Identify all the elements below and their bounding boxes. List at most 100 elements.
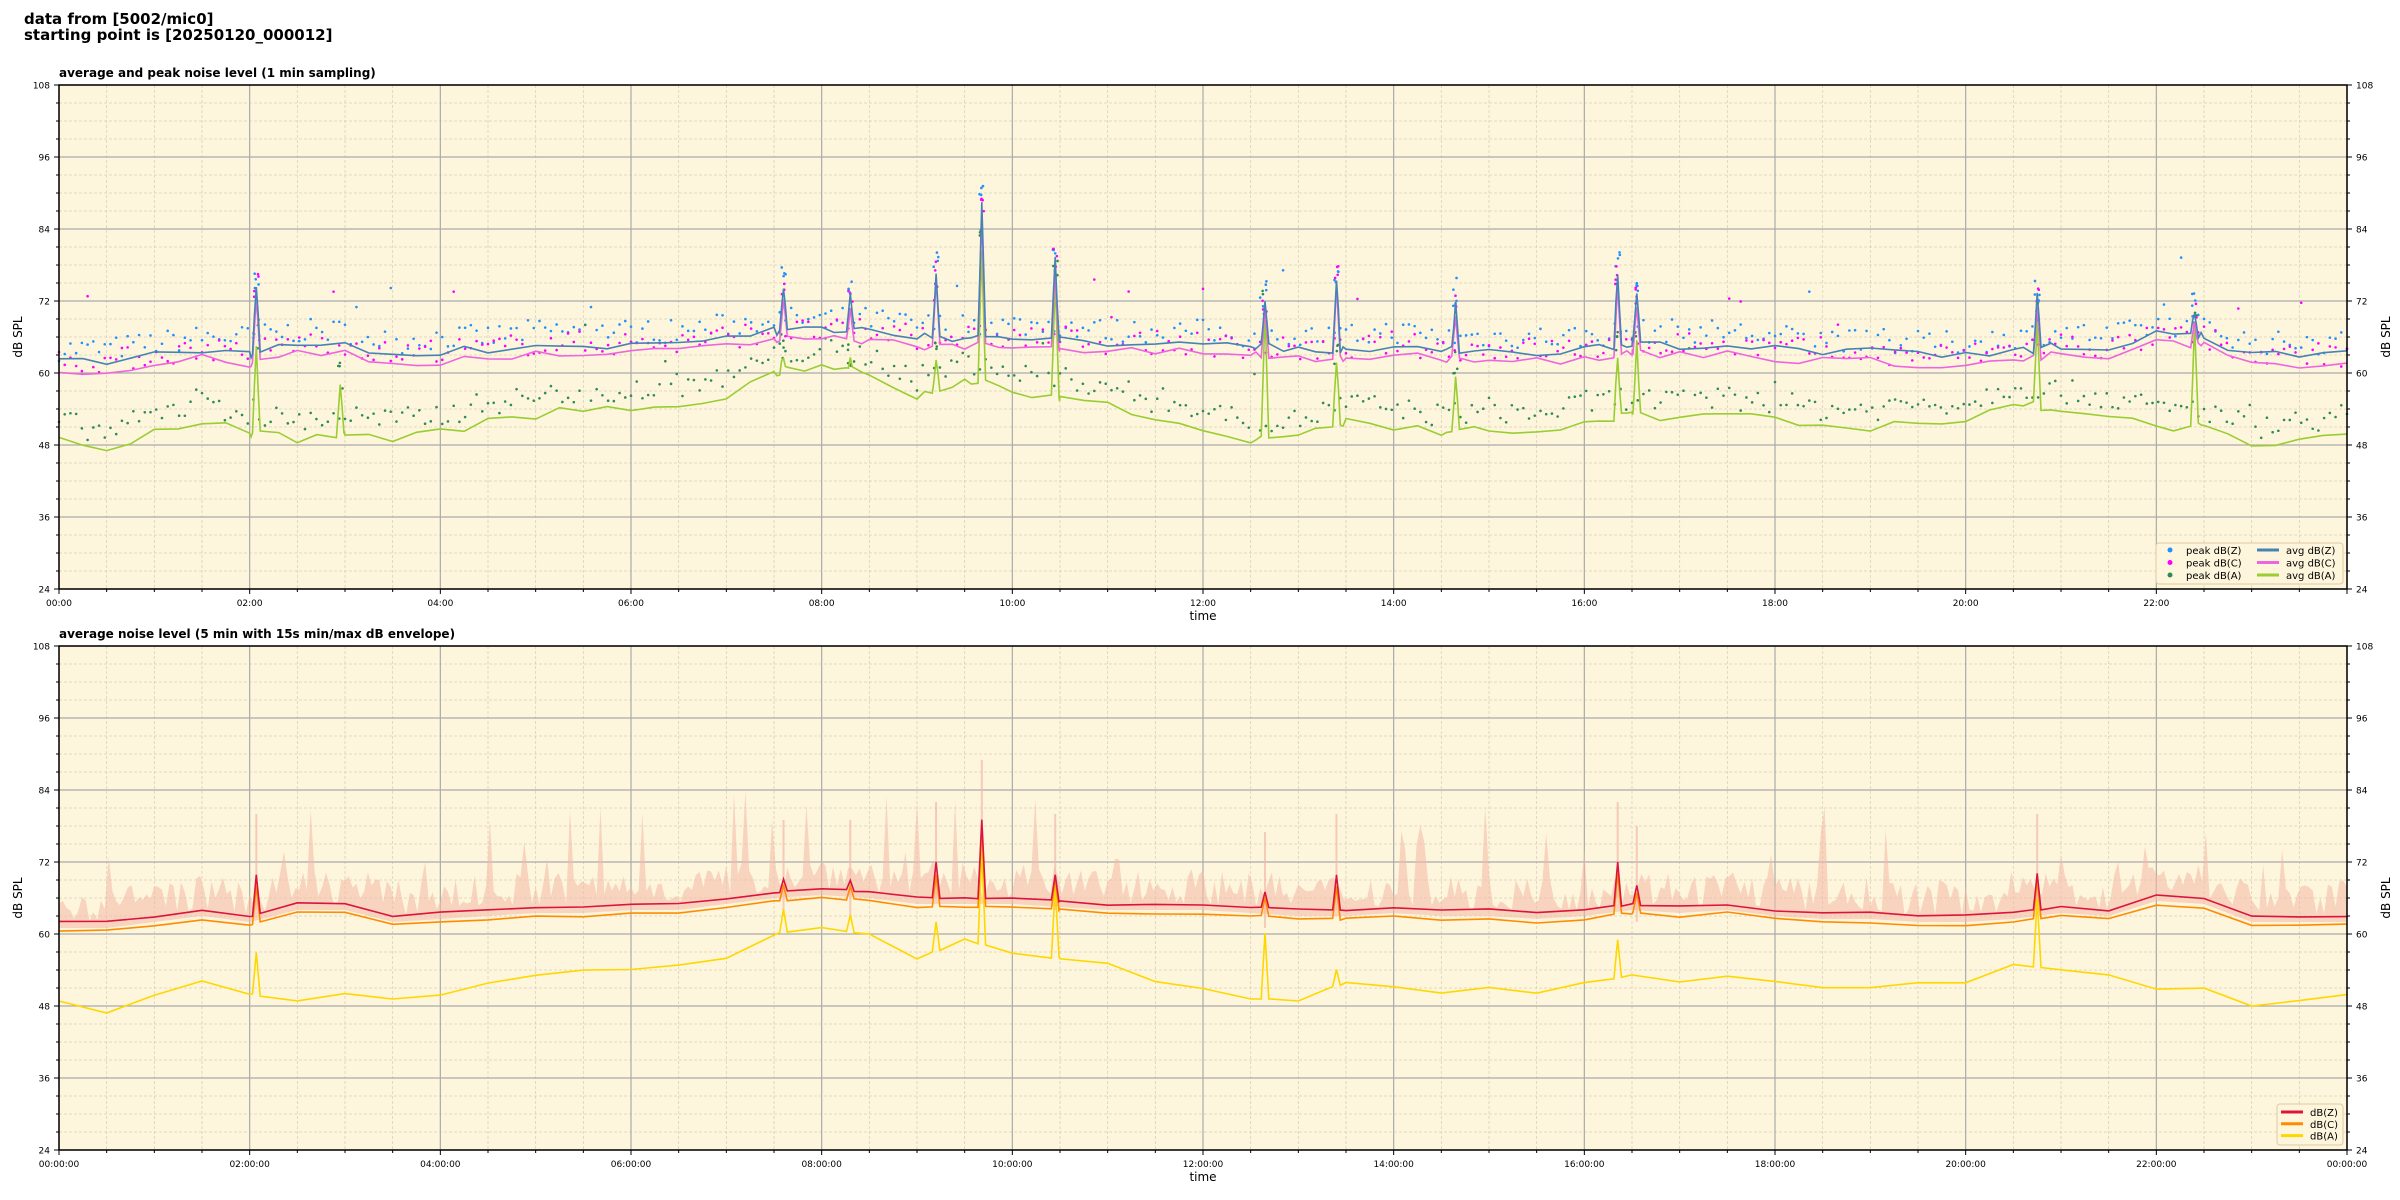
peak-point: [1190, 332, 1193, 335]
peak-point: [1710, 341, 1714, 345]
x-tick-label: 00:00:00: [2327, 1160, 2368, 1170]
peak-point: [1155, 333, 1159, 337]
peak-point: [2225, 341, 2229, 345]
peak-point: [869, 360, 873, 364]
peak-point: [915, 389, 919, 392]
peak-point: [1424, 420, 1428, 424]
peak-point: [2065, 402, 2069, 405]
peak-point: [1430, 350, 1434, 354]
peak-point: [1870, 406, 1874, 409]
peak-point: [675, 338, 679, 342]
peak-point: [366, 335, 370, 339]
peak-point: [583, 349, 587, 352]
peak-point: [1859, 403, 1863, 407]
peak-point: [846, 348, 850, 352]
peak-point: [532, 352, 536, 355]
peak-point: [1298, 424, 1302, 428]
peak-point: [423, 422, 427, 426]
peak-point: [1218, 326, 1222, 330]
peak-point: [698, 320, 701, 324]
y-tick-label: 24: [39, 586, 51, 596]
peak-point: [1516, 408, 1519, 411]
peak-point: [927, 373, 930, 377]
peak-point: [475, 329, 478, 332]
peak-point: [1933, 403, 1937, 407]
peak-point: [189, 346, 192, 350]
peak-point: [1665, 349, 1668, 352]
peak-point: [538, 319, 541, 323]
peak-point: [286, 422, 290, 425]
peak-point: [2194, 302, 2198, 306]
peak-point: [955, 284, 959, 288]
peak-point: [2059, 333, 2063, 336]
peak-point: [1493, 356, 1497, 360]
chart-panel-1: 24 24 36 36 48 48 60 60 72 72 84 84 96 96 108 108 00:00:…: [11, 627, 2393, 1184]
peak-point: [143, 411, 147, 414]
peak-point: [704, 328, 707, 331]
peak-point: [1207, 327, 1211, 331]
peak-point: [458, 326, 461, 329]
peak-point: [177, 345, 181, 348]
peak-point: [2094, 336, 2097, 339]
peak-point: [1356, 297, 1359, 301]
peak-point: [1190, 414, 1193, 418]
peak-point: [2231, 346, 2234, 349]
peak-point: [1407, 340, 1411, 343]
peak-point: [1636, 399, 1640, 402]
peak-point: [1888, 338, 1891, 342]
peak-point: [1455, 299, 1458, 303]
peak-point: [709, 379, 713, 382]
legend-label: dB(C): [2310, 1120, 2338, 1131]
peak-point: [1910, 359, 1914, 362]
peak-point: [772, 346, 776, 349]
peak-point: [2317, 429, 2320, 432]
peak-point: [1670, 318, 1674, 321]
peak-point: [446, 345, 450, 348]
peak-point: [2179, 404, 2183, 408]
x-tick-label: 18:00: [1762, 599, 1788, 609]
x-tick-label: 00:00: [46, 599, 72, 609]
peak-point: [898, 377, 902, 381]
peak-point: [578, 328, 581, 331]
max-envelope: [59, 790, 2347, 928]
peak-point: [2105, 392, 2109, 395]
peak-point: [2174, 403, 2177, 407]
peak-point: [1785, 342, 1788, 346]
peak-point: [2277, 352, 2280, 356]
peak-point: [892, 319, 896, 323]
peak-point: [1876, 333, 1880, 337]
peak-point: [2162, 303, 2166, 306]
peak-point: [1533, 414, 1537, 417]
peak-point: [2179, 326, 2183, 329]
peak-point: [664, 359, 667, 363]
peak-point: [338, 361, 342, 365]
y-tick-label: 60: [39, 370, 51, 380]
peak-point: [2299, 421, 2303, 425]
peak-point: [212, 335, 215, 338]
peak-point: [1098, 381, 1102, 384]
peak-point: [2122, 396, 2126, 399]
peak-point: [1344, 405, 1348, 408]
peak-point: [1018, 379, 1022, 383]
peak-point: [1830, 404, 1834, 408]
peak-point: [1024, 333, 1027, 336]
peak-point: [1041, 341, 1045, 345]
peak-point: [1161, 387, 1165, 390]
peak-point: [2048, 338, 2051, 341]
peak-point: [1493, 332, 1497, 336]
peak-point: [74, 412, 78, 416]
peak-point: [1590, 409, 1594, 412]
peak-point: [778, 342, 782, 345]
peak-point: [1556, 415, 1559, 418]
peak-point: [418, 343, 421, 347]
peak-point: [1590, 340, 1594, 343]
peak-point: [2145, 402, 2149, 405]
peak-point: [1653, 329, 1657, 332]
peak-point: [2282, 340, 2286, 343]
peak-point: [1407, 399, 1411, 402]
peak-point: [509, 334, 513, 337]
peak-point: [1451, 304, 1455, 308]
peak-point: [1335, 349, 1339, 353]
peak-point: [829, 309, 833, 313]
peak-point: [875, 333, 879, 337]
